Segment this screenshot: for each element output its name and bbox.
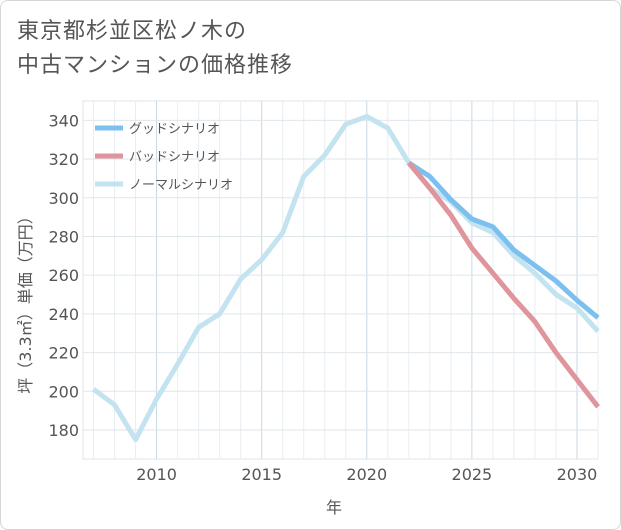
y-axis-label: 坪（3.3㎡）単価（万円） xyxy=(16,208,35,393)
y-tick-label: 260 xyxy=(48,266,79,285)
x-tick-label: 2015 xyxy=(241,465,282,484)
y-tick-label: 220 xyxy=(48,344,79,363)
y-tick-label: 340 xyxy=(48,111,79,130)
y-tick-label: 300 xyxy=(48,189,79,208)
series-lines xyxy=(92,114,600,443)
axes: 2010 2015 2020 2025 2030 180 200 220 240 260 280 30… xyxy=(48,111,597,484)
chart-title: 東京都杉並区松ノ木の 中古マンションの価格推移 xyxy=(17,15,293,83)
y-tick-label: 180 xyxy=(48,421,79,440)
x-tick-label: 2025 xyxy=(452,465,493,484)
x-tick-label: 2010 xyxy=(136,465,177,484)
y-tick-label: 280 xyxy=(48,227,79,246)
series-line xyxy=(406,161,600,409)
legend-label: ノーマルシナリオ xyxy=(129,178,233,193)
y-tick-label: 240 xyxy=(48,305,79,324)
x-tick-label: 2030 xyxy=(557,465,598,484)
x-axis-label: 年 xyxy=(326,498,342,517)
y-tick-label: 320 xyxy=(48,150,79,169)
y-tick-label: 200 xyxy=(48,382,79,401)
series-line xyxy=(92,114,600,443)
legend-label: グッドシナリオ xyxy=(129,122,220,137)
x-tick-label: 2020 xyxy=(346,465,387,484)
legend-label: バッドシナリオ xyxy=(129,150,220,165)
chart-title-line-1: 東京都杉並区松ノ木の xyxy=(17,19,248,44)
series-line xyxy=(407,160,600,320)
chart-title-line-2: 中古マンションの価格推移 xyxy=(17,53,294,78)
